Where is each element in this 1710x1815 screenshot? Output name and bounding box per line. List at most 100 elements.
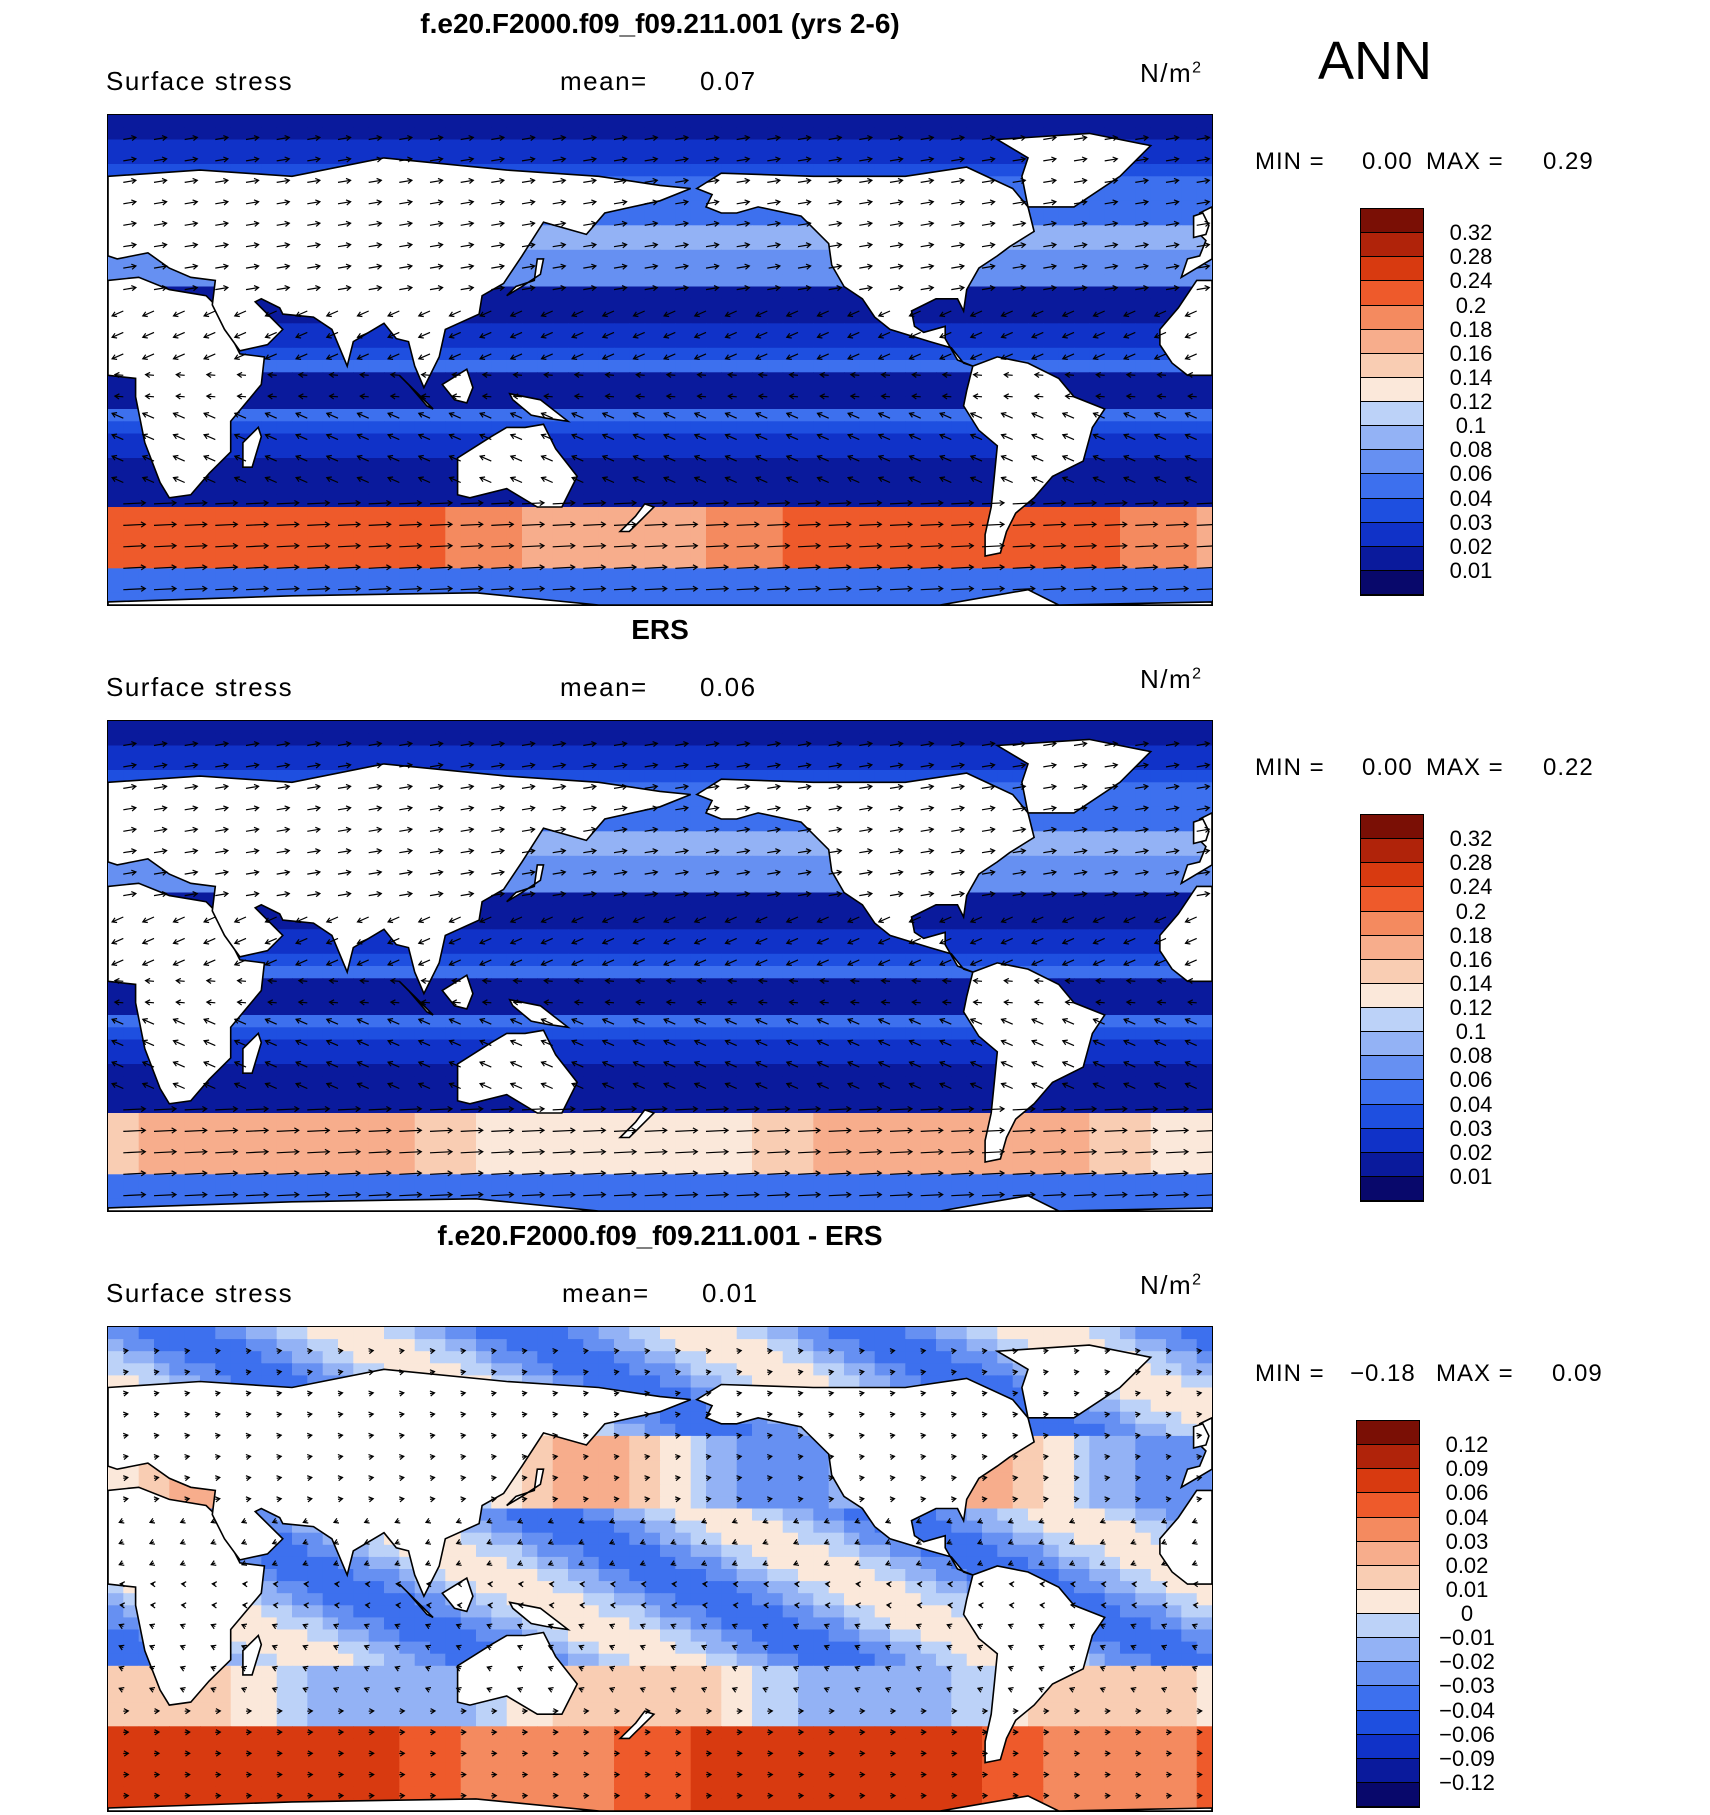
field-cell bbox=[445, 127, 462, 141]
stress-vector bbox=[1126, 374, 1136, 376]
field-cell bbox=[1089, 519, 1106, 533]
stress-vector bbox=[951, 265, 964, 269]
stress-vector-head bbox=[540, 454, 547, 461]
stress-vector-head bbox=[417, 332, 424, 339]
stress-vector-head bbox=[757, 371, 764, 378]
field-cell bbox=[353, 458, 370, 471]
stress-vector-head bbox=[939, 332, 946, 339]
stress-vector-head bbox=[591, 285, 598, 292]
field-cell bbox=[798, 372, 814, 386]
stress-vector bbox=[295, 310, 308, 317]
field-cell bbox=[644, 519, 661, 533]
field-cell bbox=[583, 433, 600, 447]
field-cell bbox=[476, 721, 492, 734]
field-cell bbox=[583, 445, 600, 459]
field-cell bbox=[828, 519, 845, 533]
stress-vector bbox=[176, 395, 185, 398]
stress-vector-head bbox=[805, 156, 812, 163]
stress-vector bbox=[357, 331, 369, 338]
field-cell bbox=[1104, 409, 1121, 422]
field-cell bbox=[583, 115, 600, 128]
stress-vector bbox=[234, 310, 247, 317]
field-cell bbox=[890, 164, 906, 177]
field-cell bbox=[859, 721, 876, 734]
field-cell bbox=[414, 531, 431, 545]
field-cell bbox=[706, 274, 722, 288]
stress-vector-head bbox=[604, 393, 611, 400]
field-cell bbox=[1104, 335, 1121, 349]
field-cell bbox=[506, 151, 523, 165]
field-cell bbox=[1043, 531, 1060, 545]
field-cell bbox=[660, 298, 676, 312]
field-cell bbox=[844, 311, 860, 324]
stress-vector bbox=[234, 353, 247, 360]
stress-vector bbox=[644, 265, 658, 269]
field-cell bbox=[629, 323, 646, 337]
stress-vector bbox=[920, 158, 934, 162]
stress-vector-head bbox=[479, 354, 486, 360]
stress-vector-head bbox=[1060, 564, 1067, 571]
field-cell bbox=[920, 409, 937, 422]
stress-vector bbox=[705, 545, 729, 548]
field-cell bbox=[644, 757, 661, 771]
field-cell bbox=[1012, 249, 1029, 263]
field-cell bbox=[1012, 298, 1029, 312]
stress-vector-head bbox=[417, 476, 424, 483]
stress-vector-head bbox=[437, 242, 444, 249]
colorbar-cell bbox=[1361, 329, 1423, 354]
stress-vector bbox=[1043, 545, 1066, 548]
stress-vector-head bbox=[499, 135, 506, 142]
stress-vector bbox=[1031, 455, 1044, 462]
stress-vector bbox=[552, 523, 575, 526]
stress-vector-head bbox=[877, 354, 884, 360]
stress-vector-head bbox=[356, 433, 363, 440]
stress-vector bbox=[390, 374, 400, 376]
stress-vector bbox=[541, 310, 553, 317]
stress-vector-head bbox=[696, 371, 703, 378]
field-cell bbox=[629, 151, 646, 165]
stress-vector bbox=[337, 158, 351, 162]
stress-vector bbox=[1196, 201, 1210, 205]
field-cell bbox=[951, 470, 968, 484]
field-cell bbox=[583, 421, 600, 435]
stress-vector bbox=[981, 588, 1005, 591]
stress-vector-head bbox=[232, 499, 239, 507]
field-cell bbox=[767, 347, 784, 361]
stress-vector bbox=[153, 244, 167, 248]
field-cell bbox=[767, 225, 784, 239]
field-cell bbox=[966, 311, 983, 324]
field-cell bbox=[905, 115, 922, 128]
stress-vector bbox=[859, 179, 872, 183]
stress-vector-head bbox=[560, 135, 567, 142]
stress-vector bbox=[736, 265, 750, 269]
field-cell bbox=[108, 507, 124, 520]
field-cell bbox=[966, 519, 983, 533]
field-cell bbox=[1135, 421, 1152, 435]
field-cell bbox=[874, 519, 891, 533]
field-cell bbox=[598, 531, 615, 545]
field-cell bbox=[246, 531, 262, 545]
field-cell bbox=[1150, 745, 1167, 759]
stress-vector bbox=[1196, 524, 1212, 526]
stress-vector bbox=[847, 477, 860, 484]
stress-vector-head bbox=[1173, 220, 1180, 227]
field-cell bbox=[1196, 757, 1212, 771]
stress-vector-head bbox=[1143, 220, 1150, 227]
stress-vector-head bbox=[727, 393, 734, 400]
field-cell bbox=[1181, 127, 1198, 141]
field-cell bbox=[384, 721, 400, 734]
field-cell bbox=[767, 372, 784, 386]
stress-vector-head bbox=[713, 177, 720, 184]
field-cell bbox=[874, 360, 891, 373]
field-cell bbox=[782, 347, 799, 361]
field-cell bbox=[338, 396, 354, 410]
stress-vector bbox=[329, 374, 339, 376]
field-cell bbox=[721, 721, 738, 734]
field-cell bbox=[430, 409, 446, 422]
stress-vector bbox=[767, 523, 790, 526]
stress-vector bbox=[111, 455, 124, 462]
stress-vector-head bbox=[1092, 476, 1099, 483]
stress-vector bbox=[694, 412, 707, 419]
field-cell bbox=[108, 445, 124, 459]
stress-vector-head bbox=[111, 332, 118, 339]
